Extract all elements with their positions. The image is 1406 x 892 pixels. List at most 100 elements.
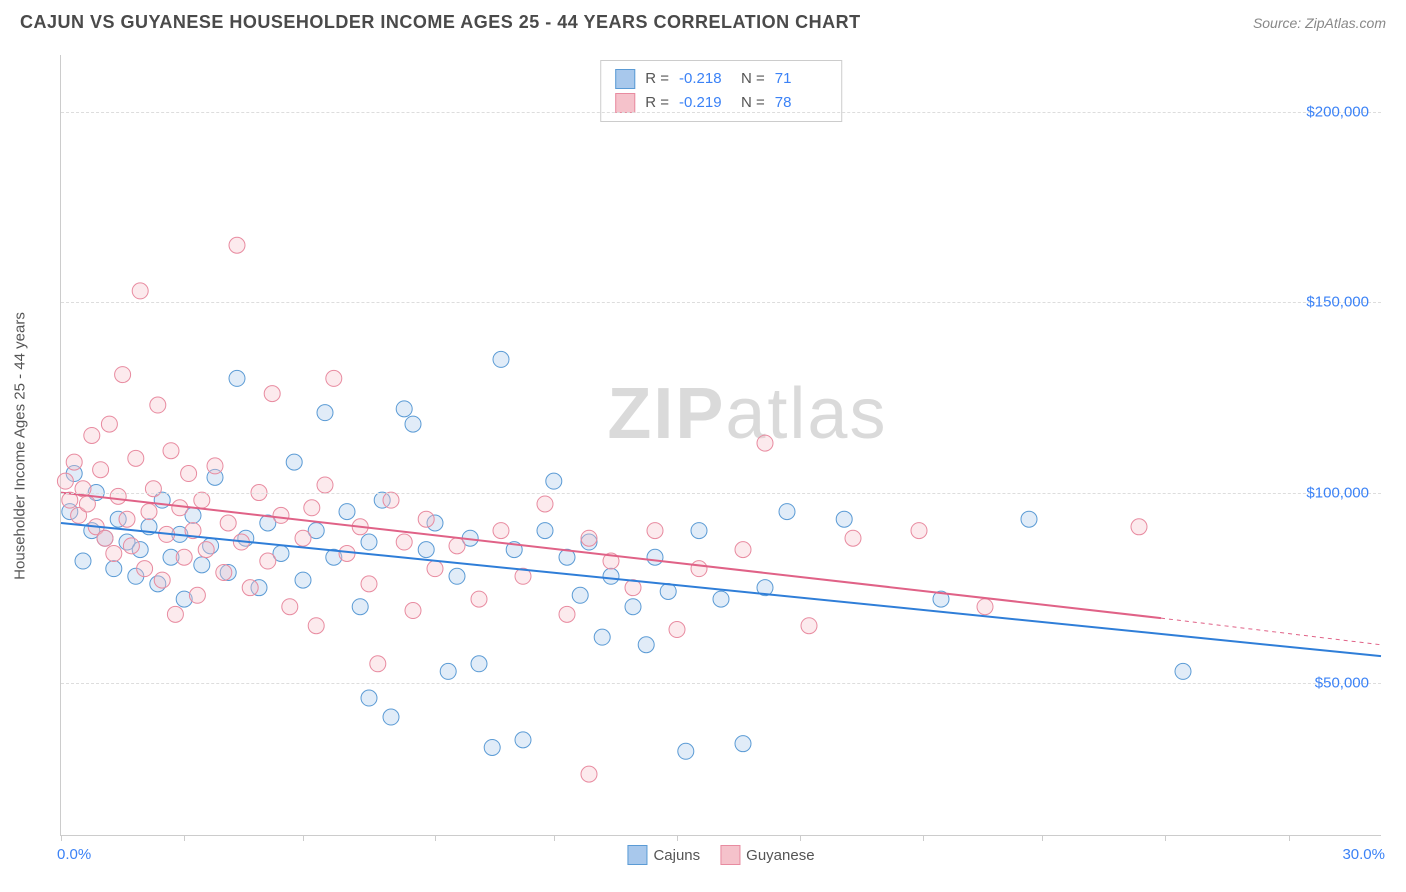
data-point: [352, 599, 368, 615]
data-point: [1131, 519, 1147, 535]
data-point: [317, 477, 333, 493]
data-point: [603, 568, 619, 584]
series-legend: Cajuns Guyanese: [627, 845, 814, 865]
data-point: [172, 500, 188, 516]
data-point: [647, 549, 663, 565]
data-point: [145, 481, 161, 497]
data-point: [581, 766, 597, 782]
data-point: [123, 538, 139, 554]
chart-header: CAJUN VS GUYANESE HOUSEHOLDER INCOME AGE…: [0, 0, 1406, 41]
x-tick: [923, 835, 924, 841]
data-point: [132, 283, 148, 299]
data-point: [317, 405, 333, 421]
chart-plot-area: ZIPatlas R = -0.218 N = 71 R = -0.219 N …: [60, 55, 1381, 836]
data-point: [361, 690, 377, 706]
data-point: [581, 530, 597, 546]
data-point: [141, 504, 157, 520]
data-point: [678, 743, 694, 759]
data-point: [115, 367, 131, 383]
data-point: [93, 462, 109, 478]
y-axis-label: Householder Income Ages 25 - 44 years: [12, 312, 29, 580]
data-point: [537, 523, 553, 539]
y-tick-label: $50,000: [1315, 674, 1369, 691]
data-point: [286, 454, 302, 470]
data-point: [383, 492, 399, 508]
data-point: [260, 553, 276, 569]
data-point: [150, 397, 166, 413]
gridline: [61, 493, 1381, 494]
legend-swatch-guyanese: [720, 845, 740, 865]
x-tick: [1289, 835, 1290, 841]
data-point: [84, 427, 100, 443]
data-point: [669, 622, 685, 638]
chart-title: CAJUN VS GUYANESE HOUSEHOLDER INCOME AGE…: [20, 12, 861, 33]
data-point: [370, 656, 386, 672]
data-point: [167, 606, 183, 622]
x-tick: [303, 835, 304, 841]
data-point: [229, 237, 245, 253]
x-axis-max-label: 30.0%: [1342, 846, 1385, 863]
x-tick: [1042, 835, 1043, 841]
data-point: [471, 656, 487, 672]
data-point: [757, 435, 773, 451]
data-point: [427, 561, 443, 577]
data-point: [735, 736, 751, 752]
data-point: [163, 443, 179, 459]
swatch-guyanese: [615, 93, 635, 113]
x-tick: [800, 835, 801, 841]
data-point: [110, 488, 126, 504]
data-point: [106, 545, 122, 561]
data-point: [779, 504, 795, 520]
data-point: [396, 401, 412, 417]
data-point: [713, 591, 729, 607]
data-point: [449, 568, 465, 584]
x-tick: [677, 835, 678, 841]
data-point: [801, 618, 817, 634]
data-point: [493, 523, 509, 539]
data-point: [405, 416, 421, 432]
data-point: [229, 370, 245, 386]
data-point: [75, 553, 91, 569]
data-point: [242, 580, 258, 596]
data-point: [418, 542, 434, 558]
data-point: [339, 545, 355, 561]
data-point: [405, 603, 421, 619]
data-point: [572, 587, 588, 603]
data-point: [273, 507, 289, 523]
data-point: [216, 564, 232, 580]
data-point: [176, 549, 192, 565]
data-point: [546, 473, 562, 489]
gridline: [61, 302, 1381, 303]
data-point: [440, 663, 456, 679]
data-point: [647, 523, 663, 539]
data-point: [66, 454, 82, 470]
data-point: [79, 496, 95, 512]
data-point: [383, 709, 399, 725]
data-point: [691, 523, 707, 539]
data-point: [137, 561, 153, 577]
data-point: [264, 386, 280, 402]
data-point: [471, 591, 487, 607]
data-point: [194, 492, 210, 508]
data-point: [735, 542, 751, 558]
data-point: [638, 637, 654, 653]
data-point: [594, 629, 610, 645]
data-point: [198, 542, 214, 558]
data-point: [836, 511, 852, 527]
legend-swatch-cajuns: [627, 845, 647, 865]
data-point: [57, 473, 73, 489]
data-point: [194, 557, 210, 573]
gridline: [61, 112, 1381, 113]
data-point: [977, 599, 993, 615]
x-tick: [61, 835, 62, 841]
x-tick: [184, 835, 185, 841]
data-point: [559, 606, 575, 622]
data-point: [154, 572, 170, 588]
x-axis-min-label: 0.0%: [57, 846, 91, 863]
data-point: [207, 458, 223, 474]
data-point: [339, 504, 355, 520]
data-point: [361, 534, 377, 550]
data-point: [101, 416, 117, 432]
data-point: [295, 530, 311, 546]
trend-line: [61, 493, 1161, 619]
